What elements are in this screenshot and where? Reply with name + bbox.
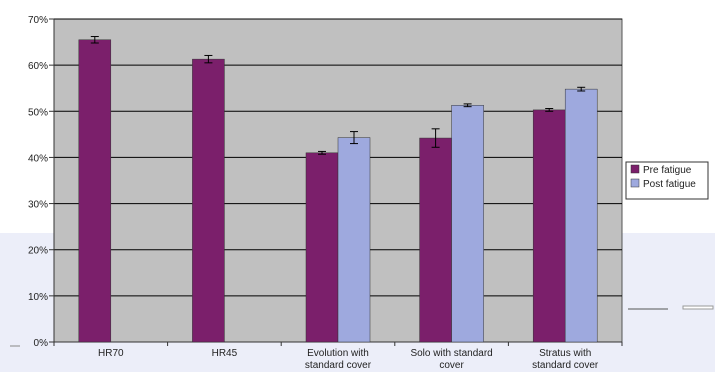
y-tick-label: 60% [28,61,48,72]
legend-swatch [630,178,640,188]
legend-swatch [630,164,640,174]
x-category-label: standard cover [532,360,599,371]
bar-pre-fatigue [305,152,339,343]
legend-label: Pre fatigue [643,165,692,176]
legend-box [625,161,709,200]
bar-pre-fatigue [532,109,566,343]
y-tick-label: 30% [28,200,48,211]
x-category-label: HR45 [212,348,238,359]
error-bars [90,36,586,155]
legend: Pre fatigue Post fatigue [625,161,709,200]
y-tick-label: 50% [28,107,48,118]
x-category-label: Solo with standard [410,348,492,359]
bar-pre-fatigue [78,39,112,343]
x-category-label: standard cover [305,360,372,371]
legend-label: Post fatigue [643,179,696,190]
bar-pre-fatigue [419,137,452,343]
y-tick-label: 70% [28,15,48,26]
y-tick-label: 0% [34,338,49,349]
x-category-label: Evolution with [307,348,369,359]
bars [78,39,598,343]
stray-lines [10,305,714,347]
bar-post-fatigue [451,105,484,343]
bar-pre-fatigue [192,58,225,343]
x-category-label: Stratus with [539,348,591,359]
stray-mark [682,305,714,310]
bar-post-fatigue [564,88,598,343]
y-tick-label: 20% [28,246,48,257]
x-category-label: HR70 [98,348,124,359]
y-tick-label: 40% [28,153,48,164]
bar-post-fatigue [337,137,371,343]
x-category-label: cover [439,360,464,371]
y-axis-ticks: 0% 10% 20% 30% 40% 50% 60% 70% [28,15,48,349]
y-tick-label: 10% [28,292,48,303]
